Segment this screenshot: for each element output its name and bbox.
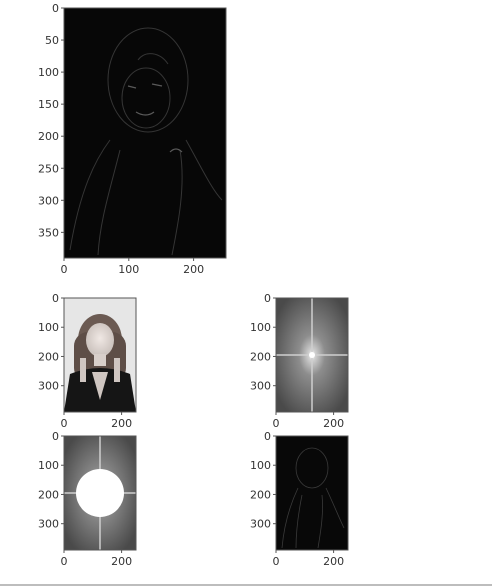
edges-large-ytick-label: 0 — [52, 2, 59, 15]
edges-small-ytick-label: 300 — [250, 518, 271, 531]
original-ytick-label: 300 — [38, 380, 59, 393]
masked-spectrum-ytick-label: 100 — [38, 459, 59, 472]
masked-spectrum-xtick-label: 200 — [111, 555, 132, 568]
edges-small-ytick-label: 200 — [250, 488, 271, 501]
spectrum-xtick-label: 0 — [273, 417, 280, 430]
masked-spectrum-image — [64, 436, 136, 550]
axis-ticks: 0 100 200 0 50 100 150 200 250 300 350 0 200 0 100 200 3… — [38, 2, 344, 568]
original-image — [64, 298, 136, 412]
spectrum-ytick-label: 200 — [250, 350, 271, 363]
spectrum-ytick-label: 0 — [264, 292, 271, 305]
spectrum-ytick-label: 100 — [250, 321, 271, 334]
original-frame — [63, 297, 137, 413]
original-ytick-label: 0 — [52, 292, 59, 305]
edges-large-ytick-label: 200 — [38, 130, 59, 143]
original-xtick-label: 200 — [111, 417, 132, 430]
masked-spectrum-ytick-label: 200 — [38, 488, 59, 501]
spectrum-image — [276, 298, 348, 412]
edges-large-ytick-label: 250 — [38, 162, 59, 175]
mask-circle — [76, 469, 124, 517]
spectrum-frame — [275, 297, 349, 413]
original-ytick-label: 100 — [38, 321, 59, 334]
edges-large-ytick-label: 350 — [38, 226, 59, 239]
masked-spectrum-ytick-label: 0 — [52, 430, 59, 443]
edges-large-ytick-label: 150 — [38, 98, 59, 111]
edges-small-xtick-label: 0 — [273, 555, 280, 568]
spectrum-ytick-label: 300 — [250, 380, 271, 393]
edges-large-xtick-label: 0 — [61, 263, 68, 276]
edges-large-frame — [63, 7, 227, 259]
edges-small-xtick-label: 200 — [323, 555, 344, 568]
masked-spectrum-ytick-label: 300 — [38, 518, 59, 531]
original-ytick-label: 200 — [38, 350, 59, 363]
edges-small-frame — [275, 435, 349, 551]
edges-large-ytick-label: 100 — [38, 66, 59, 79]
edges-large-xtick-label: 100 — [118, 263, 139, 276]
edges-large-image — [64, 8, 226, 258]
original-xtick-label: 0 — [61, 417, 68, 430]
edges-small-ytick-label: 0 — [264, 430, 271, 443]
masked-spectrum-frame — [63, 435, 137, 551]
edges-small-image — [276, 436, 348, 550]
edges-large-xtick-label: 200 — [183, 263, 204, 276]
edges-large-ytick-label: 300 — [38, 194, 59, 207]
bottom-divider — [0, 584, 492, 586]
spectrum-xtick-label: 200 — [323, 417, 344, 430]
masked-spectrum-xtick-label: 0 — [61, 555, 68, 568]
edges-small-ytick-label: 100 — [250, 459, 271, 472]
edges-large-ytick-label: 50 — [45, 34, 59, 47]
